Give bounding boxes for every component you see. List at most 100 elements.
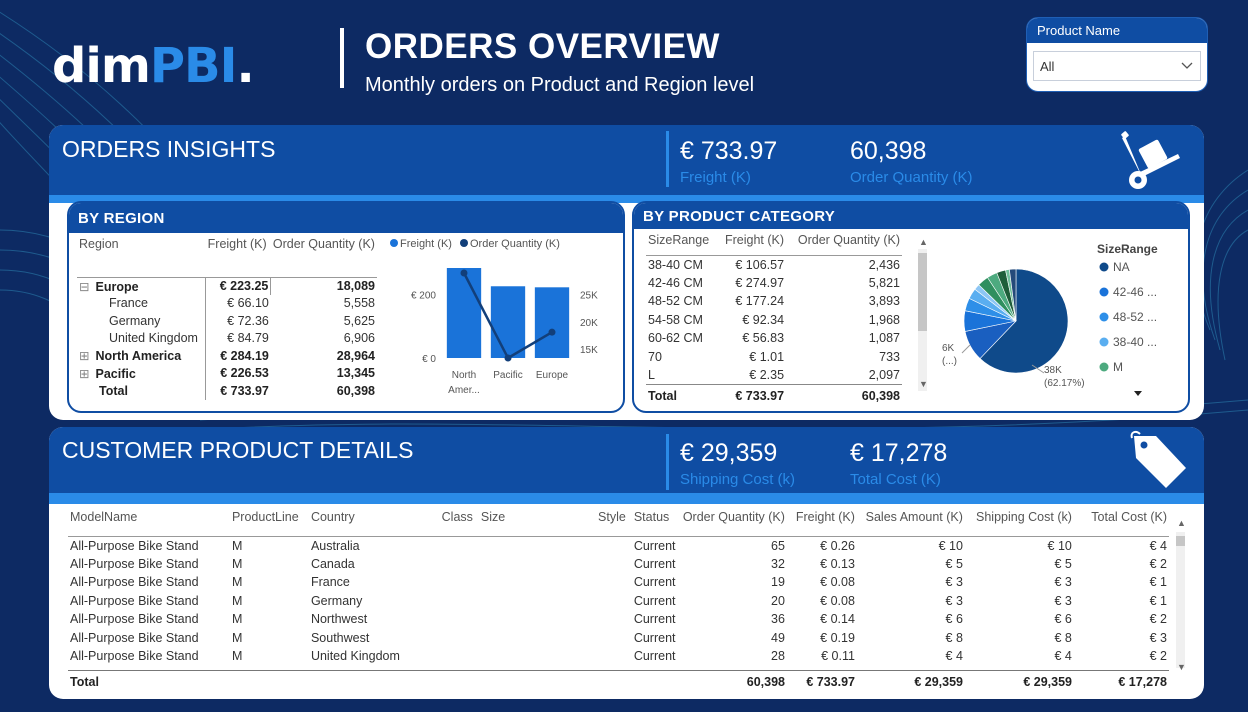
freight-cell: € 92.34 [742, 312, 785, 327]
table-row[interactable]: All-Purpose Bike Stand M Northwest Current 3… [68, 610, 1169, 629]
details-scroll-thumb[interactable] [1176, 536, 1185, 546]
product-row[interactable]: 54-58 CM € 92.34 1,968 [646, 311, 902, 330]
region-combo-chart[interactable]: Freight (K) Order Quantity (K) € 0 € 200 1… [384, 233, 619, 413]
chart-x-labels: North Amer... Pacific Europe [448, 370, 568, 396]
col-class[interactable]: Class [441, 510, 473, 524]
table-row[interactable]: All-Purpose Bike Stand M Canada Current 32 € … [68, 555, 1169, 574]
legend-item[interactable]: NA [1113, 260, 1130, 274]
region-row-france[interactable]: France € 66.10 5,558 [77, 294, 377, 312]
productline-cell: M [231, 612, 243, 627]
orders-insights-title: ORDERS INSIGHTS [62, 136, 276, 162]
legend-more-icon[interactable] [1134, 391, 1142, 396]
chart-line [460, 269, 556, 362]
col-freight[interactable]: Freight (K) [725, 233, 785, 247]
bar-freight[interactable] [446, 268, 482, 358]
legend-dot [1099, 362, 1109, 372]
by-region-table: Region Freight (K) Order Quantity (K) ⊟ E… [77, 237, 377, 400]
sizerange-cell: 42-46 CM [648, 275, 703, 290]
table-row[interactable]: All-Purpose Bike Stand M France Current 19 € … [68, 573, 1169, 592]
bar-freight[interactable] [534, 287, 570, 358]
col-region[interactable]: Region [79, 237, 119, 251]
pie-label-big-value: 38K [1044, 365, 1062, 376]
scroll-up-icon[interactable]: ▲ [919, 237, 928, 247]
sizerange-pie-chart[interactable]: 38K (62.17%) 6K (...) SizeRange NA 42-46 … [934, 233, 1188, 411]
scroll-down-icon[interactable]: ▼ [1177, 662, 1186, 672]
region-row-europe[interactable]: ⊟ Europe € 223.25 18,089 [77, 277, 377, 295]
col-freight[interactable]: Freight (K) [207, 237, 267, 251]
sizerange-cell: 54-58 CM [648, 312, 703, 327]
line-point[interactable] [548, 328, 556, 336]
kpi-divider [666, 434, 669, 490]
expand-icon[interactable]: ⊞ [79, 349, 90, 364]
table-row[interactable]: All-Purpose Bike Stand M Southwest Current 4… [68, 629, 1169, 648]
collapse-icon[interactable]: ⊟ [79, 279, 90, 294]
details-table-scrollbar[interactable] [1176, 532, 1185, 668]
product-row[interactable]: 48-52 CM € 177.24 3,893 [646, 292, 902, 311]
slicer-dropdown[interactable]: All [1033, 51, 1201, 81]
bar-freight[interactable] [490, 286, 526, 358]
col-country[interactable]: Country [310, 510, 355, 524]
product-total-row: Total € 733.97 60,398 [646, 384, 902, 407]
freight-cell: € 0.08 [820, 575, 855, 590]
col-total-cost[interactable]: Total Cost (K) [1091, 510, 1167, 524]
sales-amount-cell: € 3 [945, 593, 963, 608]
col-order-quantity[interactable]: Order Quantity (K) [272, 237, 375, 251]
x-tick-label: Europe [536, 370, 569, 381]
region-freight: € 284.19 [205, 347, 271, 365]
col-size[interactable]: Size [480, 510, 506, 524]
line-point[interactable] [504, 354, 512, 362]
pie-slice[interactable] [1009, 268, 1017, 322]
region-name: France [109, 296, 148, 311]
col-sizerange[interactable]: SizeRange [648, 233, 710, 247]
table-row[interactable]: All-Purpose Bike Stand M Australia Current 6… [68, 536, 1169, 555]
scroll-up-icon[interactable]: ▲ [1177, 518, 1186, 528]
sizerange-cell: 38-40 CM [648, 257, 703, 272]
product-row[interactable]: 70 € 1.01 733 [646, 348, 902, 367]
product-row[interactable]: 38-40 CM € 106.57 2,436 [646, 255, 902, 274]
country-cell: Australia [310, 538, 360, 553]
product-row[interactable]: 60-62 CM € 56.83 1,087 [646, 329, 902, 348]
region-qty: 13,345 [336, 366, 375, 381]
legend-item[interactable]: 38-40 ... [1113, 335, 1157, 349]
page-subtitle: Monthly orders on Product and Region lev… [365, 74, 755, 96]
legend-item[interactable]: 42-46 ... [1113, 285, 1157, 299]
modelname-cell: All-Purpose Bike Stand [70, 575, 199, 590]
style-cell [535, 555, 628, 574]
order-quantity-cell: 3,893 [868, 294, 900, 309]
chevron-down-icon[interactable] [1180, 58, 1194, 72]
col-style[interactable]: Style [598, 510, 626, 524]
col-order-quantity[interactable]: Order Quantity (K) [797, 233, 900, 247]
region-qty: 5,558 [343, 296, 375, 311]
legend-item[interactable]: M [1113, 360, 1123, 374]
product-row[interactable]: 42-46 CM € 274.97 5,821 [646, 274, 902, 293]
col-freight[interactable]: Freight (K) [795, 510, 855, 524]
region-row-pacific[interactable]: ⊞ Pacific € 226.53 13,345 [77, 364, 377, 382]
kpi-shipping-cost-label: Shipping Cost (k) [680, 471, 796, 488]
by-region-title: BY REGION [69, 203, 623, 233]
region-row-united-kingdom[interactable]: United Kingdom € 84.79 6,906 [77, 329, 377, 347]
product-name-slicer[interactable]: Product Name All [1026, 17, 1208, 92]
expand-icon[interactable]: ⊞ [79, 366, 90, 381]
col-modelname[interactable]: ModelName [70, 510, 138, 524]
col-order-quantity[interactable]: Order Quantity (K) [682, 510, 785, 524]
product-row[interactable]: L € 2.35 2,097 [646, 366, 902, 385]
line-point[interactable] [460, 269, 468, 277]
pie-label-small-pct: (...) [942, 356, 957, 367]
col-productline[interactable]: ProductLine [231, 510, 299, 524]
chart-legend: Freight (K) Order Quantity (K) [390, 238, 560, 250]
slicer-value: All [1040, 59, 1055, 74]
pie-slice[interactable] [979, 268, 1069, 374]
class-cell [437, 536, 475, 555]
legend-item[interactable]: 48-52 ... [1113, 310, 1157, 324]
col-status[interactable]: Status [633, 510, 670, 524]
table-row[interactable]: All-Purpose Bike Stand M Germany Current 20 €… [68, 592, 1169, 611]
product-scroll-thumb[interactable] [918, 253, 927, 331]
region-row-germany[interactable]: Germany € 72.36 5,625 [77, 312, 377, 330]
col-shipping-cost[interactable]: Shipping Cost (k) [976, 510, 1072, 524]
region-row-north-america[interactable]: ⊞ North America € 284.19 28,964 [77, 347, 377, 365]
kpi-freight-value: € 733.97 [680, 137, 778, 165]
region-freight: € 66.10 [205, 294, 271, 312]
col-sales-amount[interactable]: Sales Amount (K) [865, 510, 963, 524]
scroll-down-icon[interactable]: ▼ [919, 379, 928, 389]
table-row[interactable]: All-Purpose Bike Stand M United Kingdom Cur… [68, 647, 1169, 666]
